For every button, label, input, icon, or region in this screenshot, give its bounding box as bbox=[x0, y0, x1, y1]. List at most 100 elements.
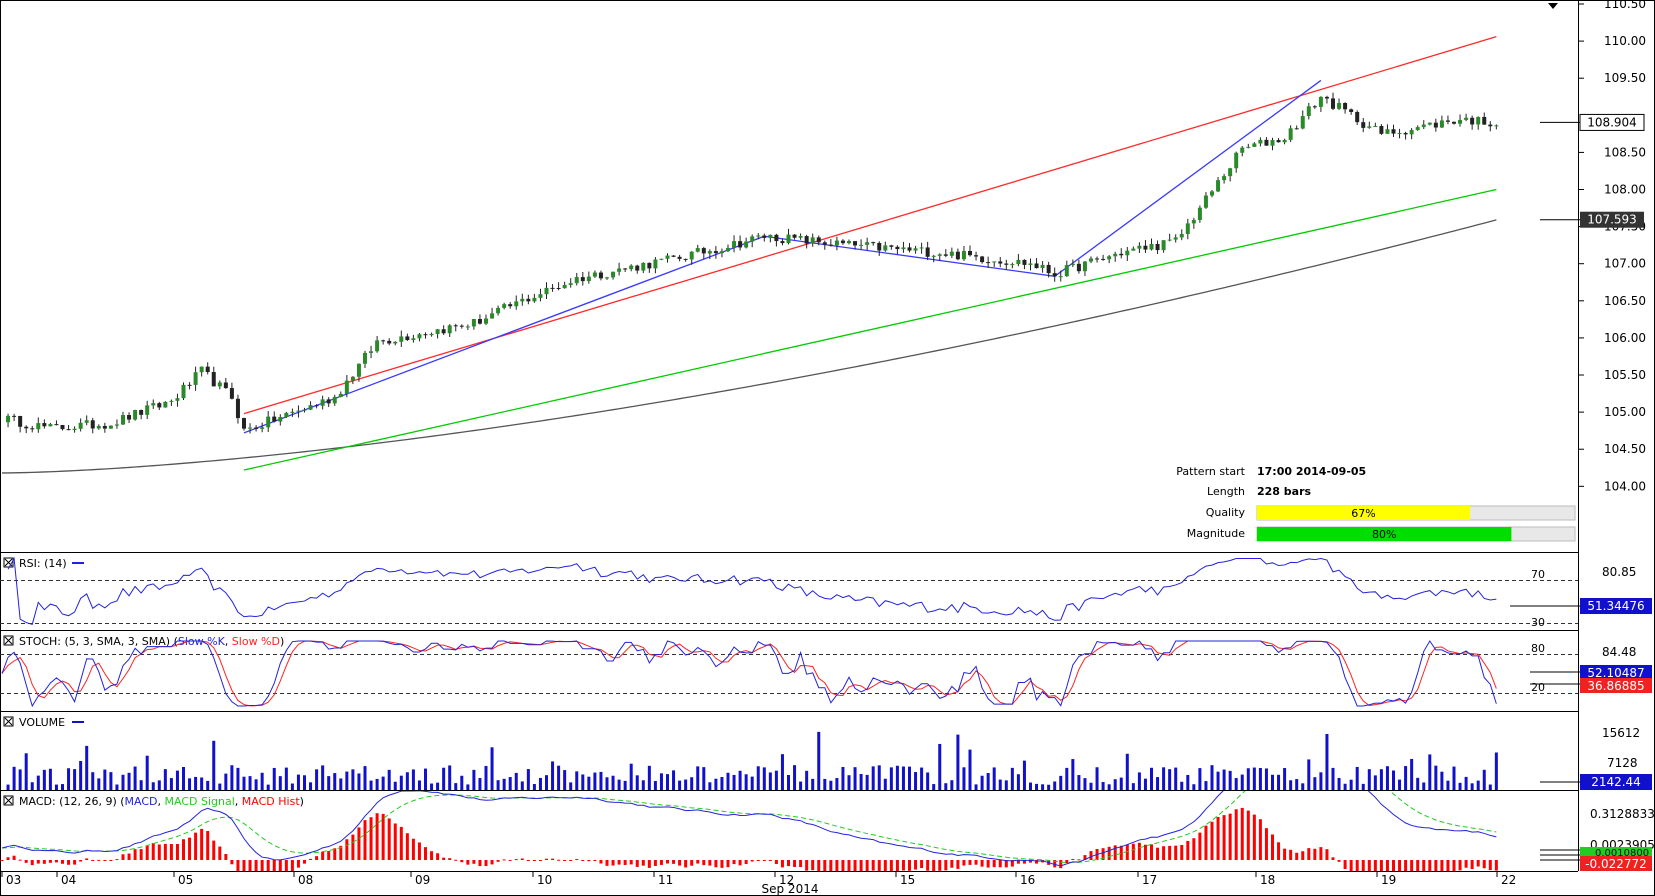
macd-hist-bar bbox=[787, 860, 790, 867]
volume-bar bbox=[1101, 782, 1105, 790]
candle-body bbox=[998, 261, 1003, 264]
macd-hist-bar bbox=[992, 860, 996, 868]
volume-bar bbox=[405, 772, 409, 790]
candle-body bbox=[157, 403, 162, 408]
time-tick-label: 22 bbox=[1501, 873, 1516, 887]
volume-bar bbox=[169, 778, 173, 790]
volume-bar bbox=[829, 780, 833, 790]
macd-hist-bar bbox=[194, 832, 198, 860]
candle-body bbox=[1222, 176, 1227, 181]
volume-bar bbox=[490, 747, 494, 790]
zigzag-polyline bbox=[243, 79, 1322, 434]
stoch-close-icon[interactable] bbox=[3, 635, 14, 646]
volume-bar bbox=[551, 761, 555, 790]
macd-hist-bar bbox=[61, 860, 64, 864]
volume-bar bbox=[18, 769, 22, 790]
macd-hist-bar bbox=[708, 860, 712, 866]
macd-hist-bar bbox=[345, 839, 349, 860]
candle-body bbox=[1421, 124, 1426, 128]
volume-bar bbox=[417, 780, 421, 790]
stoch-k-value: 52.10487 bbox=[1587, 666, 1644, 680]
candle-body bbox=[580, 277, 585, 282]
moving-average-line bbox=[1, 219, 1497, 474]
price-tick-label: 108.50 bbox=[1604, 145, 1646, 159]
candle-body bbox=[1331, 98, 1335, 109]
macd-line bbox=[1, 791, 1497, 867]
candle-body bbox=[907, 247, 912, 251]
candle-body bbox=[635, 265, 640, 271]
volume-bar bbox=[121, 774, 125, 790]
volume-bar bbox=[1143, 778, 1147, 790]
macd-hist-bar bbox=[1434, 860, 1438, 871]
rsi-close-icon[interactable] bbox=[3, 557, 14, 568]
macd-hist-bar bbox=[230, 860, 234, 865]
volume-bar bbox=[920, 767, 924, 790]
volume-bar bbox=[859, 773, 863, 790]
volume-bar bbox=[998, 779, 1002, 790]
volume-bar bbox=[1022, 760, 1026, 790]
candle-body bbox=[411, 338, 416, 341]
volume-close-icon[interactable] bbox=[3, 716, 14, 727]
macd-hist-bar bbox=[127, 853, 131, 860]
macd-hist-bar bbox=[472, 860, 476, 864]
volume-bar bbox=[1004, 780, 1008, 790]
volume-bar bbox=[726, 772, 730, 790]
macd-hist-bar bbox=[865, 860, 869, 871]
macd-hist-bar bbox=[1337, 860, 1341, 862]
volume-bar bbox=[1373, 775, 1377, 790]
macd-hist-bar bbox=[1440, 860, 1444, 871]
candle-body bbox=[18, 415, 23, 427]
length-value: 228 bars bbox=[1257, 485, 1312, 498]
macd-hist-bar bbox=[254, 860, 258, 871]
time-tick-label: 16 bbox=[1020, 873, 1035, 887]
volume-bar bbox=[1258, 768, 1262, 790]
candle-body bbox=[689, 251, 694, 260]
macd-hist-bar bbox=[714, 860, 718, 868]
pattern-info: Pattern start 17:00 2014-09-05 Length 22… bbox=[1176, 465, 1576, 542]
candle-body bbox=[1064, 265, 1069, 277]
volume-bar bbox=[24, 753, 28, 790]
candle-body bbox=[320, 399, 325, 406]
volume-bar bbox=[151, 782, 155, 790]
candle-body bbox=[562, 284, 567, 289]
macd-hist-bar bbox=[36, 860, 40, 864]
volume-bar bbox=[1277, 774, 1281, 790]
time-tick-label: 15 bbox=[900, 873, 915, 887]
month-label: Sep 2014 bbox=[762, 882, 819, 896]
macd-hist-bar bbox=[1022, 860, 1026, 864]
ma-price-value: 107.593 bbox=[1587, 213, 1637, 227]
time-tick-label: 11 bbox=[658, 873, 673, 887]
macd-hist-bar bbox=[520, 858, 524, 860]
volume-bar bbox=[303, 775, 306, 790]
macd-hist-bar bbox=[1125, 844, 1129, 860]
candle-body bbox=[399, 336, 404, 342]
candle-body bbox=[955, 251, 960, 260]
volume-bar bbox=[520, 781, 524, 790]
candle-body bbox=[423, 334, 428, 336]
candle-body bbox=[1294, 128, 1299, 130]
length-label: Length bbox=[1207, 485, 1245, 498]
candle-body bbox=[1282, 139, 1287, 143]
macd-hist-bar bbox=[91, 860, 95, 861]
macd-hist-bar bbox=[1156, 847, 1160, 860]
macd-hist-bar bbox=[1071, 858, 1075, 860]
macd-close-icon[interactable] bbox=[3, 795, 14, 806]
macd-hist-bar bbox=[1295, 852, 1299, 860]
volume-bar bbox=[883, 778, 887, 790]
macd-hist-bar bbox=[303, 860, 306, 864]
macd-hist-bar bbox=[54, 860, 58, 863]
macd-hist-bar bbox=[260, 860, 264, 871]
volume-bar bbox=[1222, 769, 1226, 790]
macd-hist-bar bbox=[678, 860, 682, 866]
volume-bar bbox=[1446, 780, 1450, 790]
candle-body bbox=[102, 425, 107, 429]
candle-body bbox=[12, 415, 17, 417]
macd-hist-bar bbox=[780, 860, 784, 868]
candle-body bbox=[465, 326, 470, 328]
macd-hist-bar bbox=[883, 860, 887, 871]
quality-label: Quality bbox=[1206, 506, 1246, 519]
macd-hist-bar bbox=[484, 860, 488, 867]
volume-bar bbox=[629, 763, 633, 790]
macd-hist-bar bbox=[1162, 846, 1166, 860]
macd-hist-bar bbox=[1319, 847, 1323, 860]
